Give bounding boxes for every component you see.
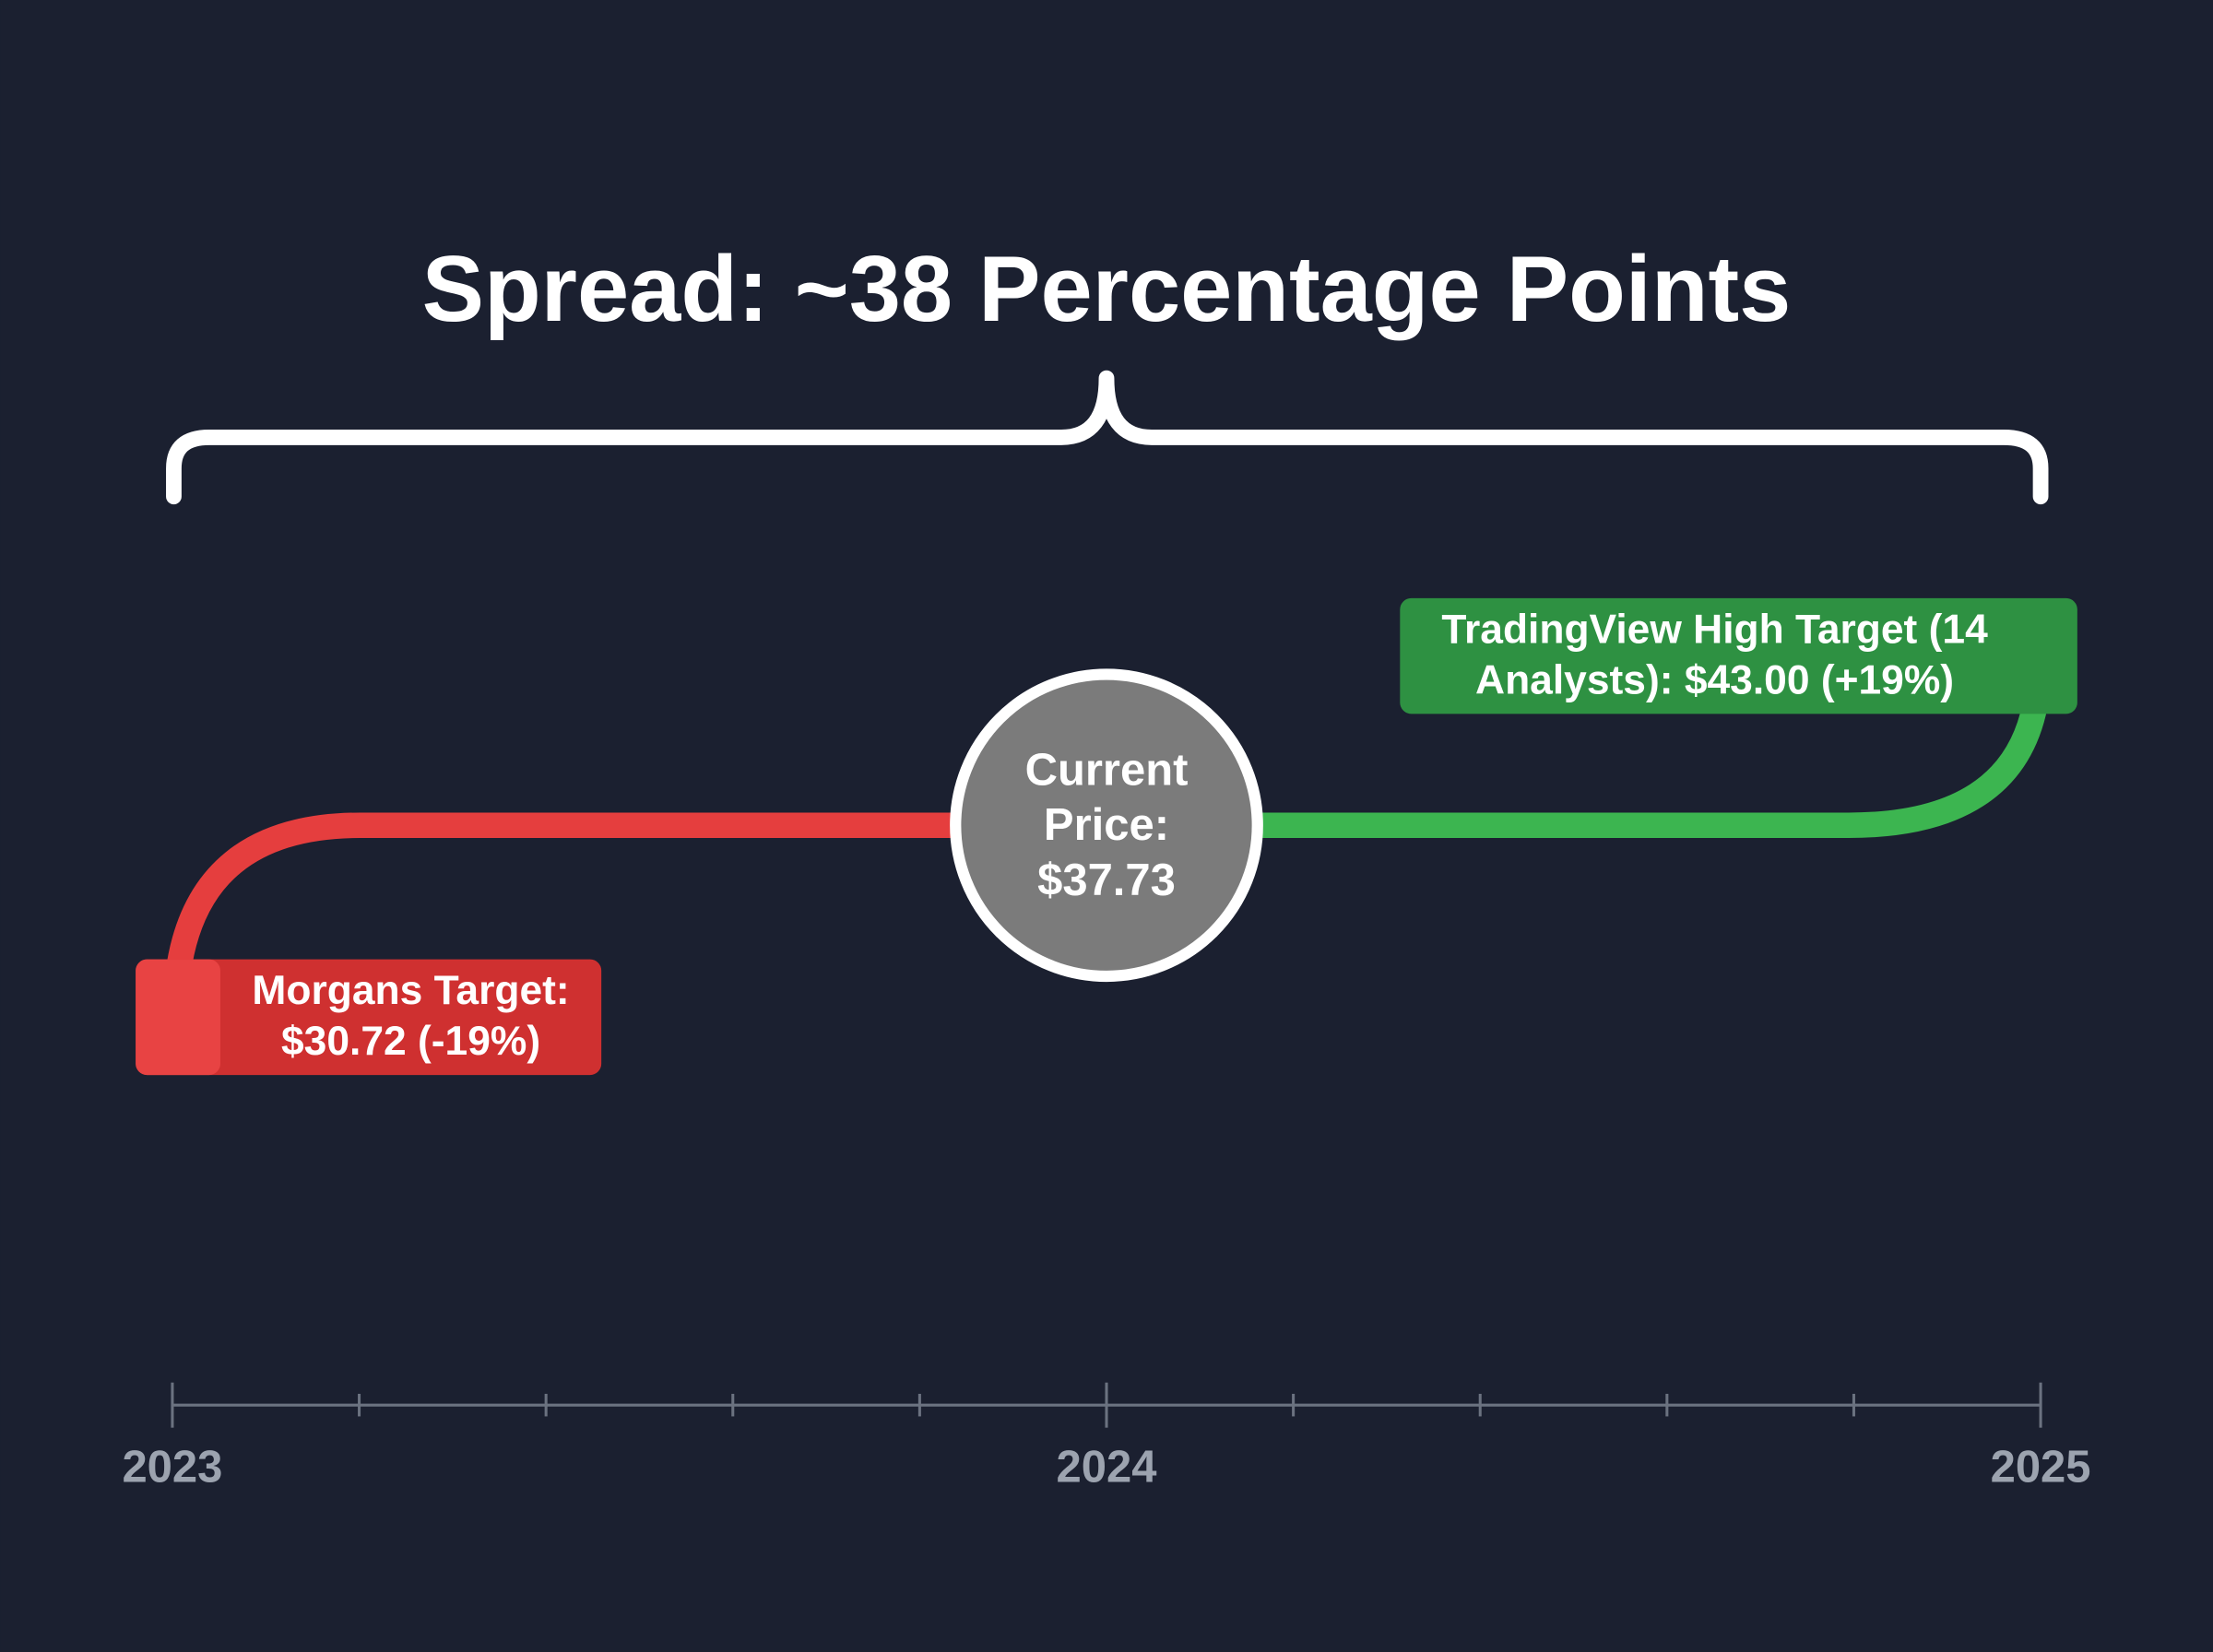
axis-label: 2023 <box>122 1443 222 1493</box>
high-target-box <box>1400 597 2077 714</box>
current-price-label: Current <box>1025 746 1189 796</box>
title: Spread: ~38 Percentage Points <box>422 238 1792 341</box>
brace <box>166 370 2049 505</box>
low-target-label: Morgans Target: <box>252 968 569 1013</box>
timeline-axis <box>171 1382 2042 1428</box>
high-target-label: TradingView High Target (14 <box>1441 607 1988 652</box>
low-target-marker <box>136 959 220 1076</box>
low-target-box <box>136 959 602 1076</box>
axis-label: 2025 <box>1991 1443 2091 1493</box>
current-price-label: Price: <box>1044 800 1169 850</box>
current-price-node <box>950 668 1263 983</box>
high-target-label: Analysts): $43.00 (+19%) <box>1475 657 1954 702</box>
low-target-label: $30.72 (-19%) <box>281 1019 540 1064</box>
high-connector <box>1253 702 2048 839</box>
axis-label: 2024 <box>1057 1443 1157 1493</box>
current-price-label: $37.73 <box>1037 856 1176 905</box>
low-connector <box>165 812 960 975</box>
